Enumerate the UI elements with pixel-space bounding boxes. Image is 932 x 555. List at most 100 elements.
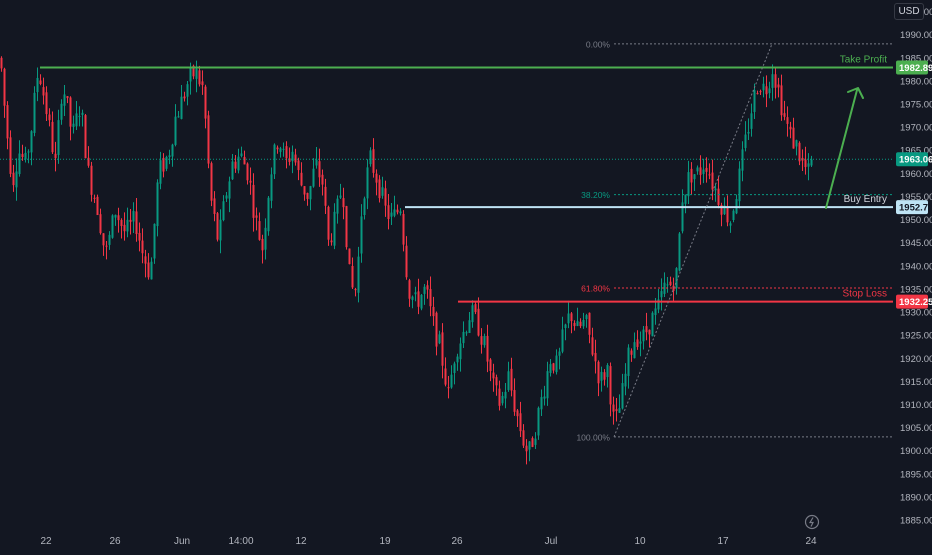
candle-body (57, 120, 60, 155)
candle-body (18, 153, 21, 175)
candle-body (780, 85, 783, 116)
candle-body (579, 321, 582, 327)
candle-body (474, 304, 477, 313)
price-tick-label: 1910.00 (900, 400, 932, 411)
candle-body (342, 198, 345, 208)
candle-body (558, 351, 561, 356)
candle-body (759, 91, 762, 93)
candle-body (450, 374, 453, 388)
candle-body (48, 114, 51, 121)
candle-body (438, 334, 441, 344)
candle-body (708, 174, 711, 176)
candle-body (594, 352, 597, 362)
candle-body (189, 67, 192, 82)
time-tick-label: 26 (451, 536, 463, 547)
candle-body (570, 313, 573, 322)
candle-body (240, 153, 243, 157)
price-tick-label: 1970.00 (900, 123, 932, 134)
candle-body (405, 245, 408, 278)
time-tick-label: 26 (109, 536, 121, 547)
candle-body (696, 167, 699, 172)
candle-body (501, 395, 504, 404)
candle-body (597, 361, 600, 384)
candle-body (690, 168, 693, 183)
candle-body (492, 372, 495, 379)
candle-body (363, 198, 366, 216)
candle-body (465, 332, 468, 334)
candle-body (15, 171, 18, 188)
candle-body (210, 163, 213, 201)
candle-body (132, 211, 135, 222)
candle-body (507, 371, 510, 390)
candle-body (3, 68, 6, 106)
candle-body (789, 126, 792, 130)
take-profit-price-tag: 1982.89 (899, 63, 932, 74)
candle-body (699, 167, 702, 175)
time-tick-label: 12 (295, 536, 307, 547)
candle-body (126, 219, 129, 232)
candle-body (300, 172, 303, 186)
candle-body (603, 372, 606, 380)
candle-body (768, 88, 771, 94)
candle-body (546, 371, 549, 399)
candle-body (687, 172, 690, 197)
currency-selector[interactable]: USD (894, 3, 924, 20)
candle-body (357, 256, 360, 293)
price-axis-group: 1885.00 1890.00 1895.00 1900.00 1905.00 1910.… (900, 7, 932, 527)
candle-body (675, 268, 678, 289)
arrow-group (825, 87, 864, 209)
candle-body (621, 383, 624, 409)
candle-body (798, 142, 801, 162)
candle-body (765, 86, 768, 95)
price-tick-label: 1985.00 (900, 53, 932, 64)
price-tick-label: 1940.00 (900, 261, 932, 272)
time-axis-group: 22 26 Jun 14:00 12 19 26 Jul 10 17 24 (40, 536, 817, 547)
candle-body (264, 227, 267, 250)
candle-body (267, 197, 270, 232)
candle-body (795, 140, 798, 147)
stop-loss-price-tag-bg (896, 294, 928, 309)
candle-body (249, 180, 252, 183)
candle-body (105, 245, 108, 247)
candle-body (207, 115, 210, 164)
candle-body (747, 131, 750, 134)
candle-body (537, 407, 540, 436)
candle-body (552, 363, 555, 371)
candle-body (12, 172, 15, 186)
price-tick-label: 1905.00 (900, 423, 932, 434)
candle-body (600, 371, 603, 381)
candle-body (705, 167, 708, 172)
last-price-tag-bg (896, 152, 928, 167)
logo-icon (804, 514, 820, 530)
candle-body (258, 221, 261, 240)
candle-body (183, 96, 186, 99)
candle-body (201, 81, 204, 86)
candle-body (54, 153, 57, 158)
candle-body (96, 196, 99, 216)
candle-body (381, 187, 384, 196)
candle-body (42, 87, 45, 96)
candle-body (87, 157, 90, 166)
candle-body (69, 97, 72, 127)
candle-body (522, 430, 525, 446)
time-tick-label: 14:00 (228, 536, 253, 547)
candle-body (669, 281, 672, 286)
candle-body (150, 261, 153, 280)
candle-body (66, 96, 69, 99)
candle-body (6, 105, 9, 139)
candle-body (378, 179, 381, 199)
candle-body (270, 174, 273, 201)
time-tick-label: 17 (717, 536, 729, 547)
candle-body (285, 146, 288, 159)
price-tick-label: 1925.00 (900, 331, 932, 342)
price-tick-label: 1945.00 (900, 238, 932, 249)
candle-body (222, 201, 225, 221)
price-tick-label: 1900.00 (900, 446, 932, 457)
candle-body (186, 84, 189, 97)
candle-body (627, 347, 630, 376)
candle-body (495, 377, 498, 386)
candle-body (678, 233, 681, 271)
candle-body (723, 205, 726, 215)
